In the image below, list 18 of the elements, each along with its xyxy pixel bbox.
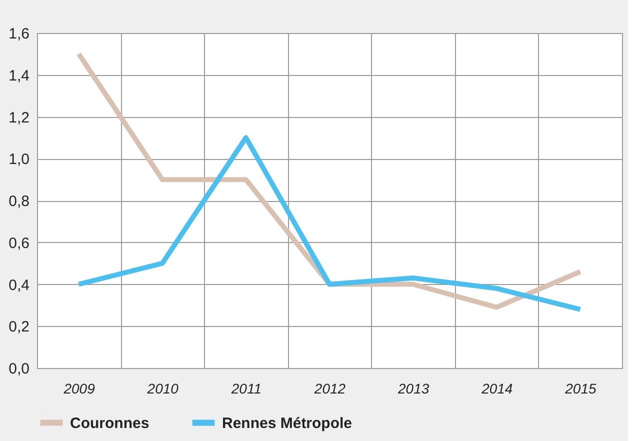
y-tick-label: 0,2	[8, 318, 30, 336]
x-tick-label: 2013	[396, 380, 430, 396]
y-tick-label: 0,6	[8, 234, 30, 252]
y-tick-label: 0,8	[8, 193, 30, 210]
y-tick-label: 1,0	[8, 151, 30, 168]
legend-label: Couronnes	[70, 414, 150, 432]
x-tick-label: 2012	[313, 380, 346, 396]
y-tick-label: 0,4	[8, 276, 30, 294]
y-tick-label: 1,2	[8, 109, 30, 126]
y-tick-label: 0,0	[8, 360, 30, 378]
y-tick-label: 1,6	[8, 26, 30, 42]
legend-label: Rennes Métropole	[222, 414, 352, 432]
x-tick-label: 2014	[480, 380, 513, 396]
x-tick-label: 2009	[62, 380, 96, 396]
y-tick-label: 1,4	[8, 67, 30, 84]
x-tick-label: 2015	[564, 380, 596, 396]
x-tick-label: 2010	[146, 380, 179, 396]
x-tick-label: 2011	[230, 380, 262, 396]
